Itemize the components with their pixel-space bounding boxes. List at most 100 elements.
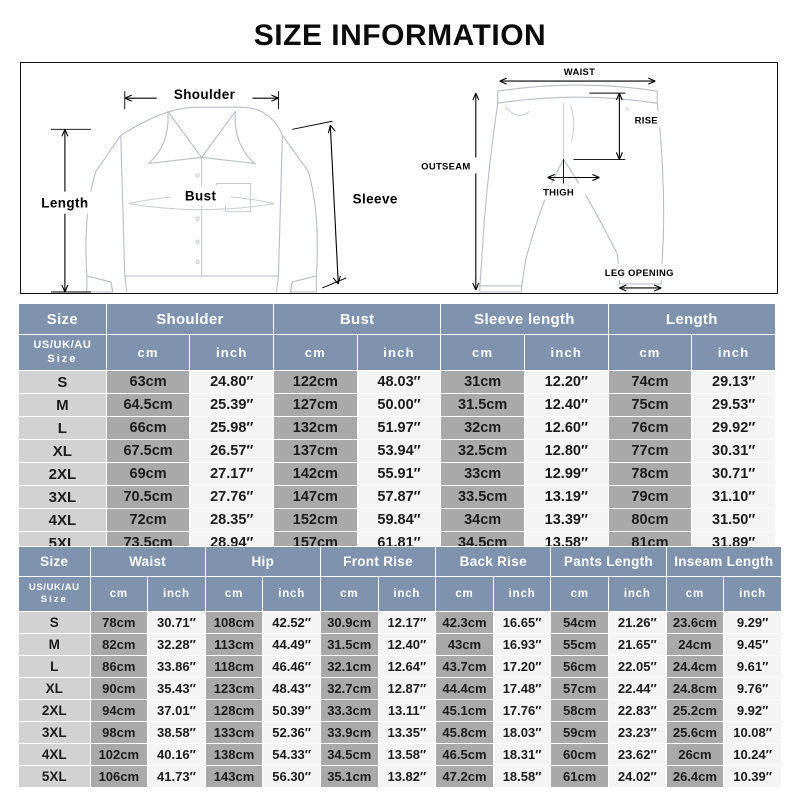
cell-cm: 67.5cm	[106, 440, 190, 462]
bottoms-unit-cm-back-rise: cm	[436, 577, 493, 611]
cell-inch: 41.73″	[148, 766, 205, 787]
cell-size-xl: XL	[19, 440, 106, 462]
cell-cm: 77cm	[608, 440, 692, 462]
bottoms-group-header-row: Size Waist Hip Front Rise Back Rise Pant…	[19, 547, 781, 576]
page-title: SIZE INFORMATION	[253, 19, 547, 52]
cell-cm: 143cm	[205, 766, 263, 787]
cell-cm: 75cm	[608, 394, 692, 416]
cell-cm: 63cm	[106, 371, 190, 393]
tops-group-bust: Bust	[274, 304, 441, 334]
tops-unit-cm-bust: cm	[274, 335, 357, 370]
cell-cm: 66cm	[106, 417, 190, 439]
shirt-label-shoulder: Shoulder	[174, 87, 236, 102]
cell-inch: 22.44″	[608, 678, 666, 699]
cell-inch: 44.49″	[263, 634, 320, 655]
cell-inch: 24.80″	[190, 371, 274, 393]
shirt-diagram: Shoulder Length Bust Sleeve	[21, 63, 414, 293]
cell-size-s: S	[19, 612, 90, 633]
bottoms-size-table: Size Waist Hip Front Rise Back Rise Pant…	[18, 546, 782, 788]
cell-cm: 90cm	[90, 678, 148, 699]
cell-cm: 43cm	[436, 634, 493, 655]
table-row: L 86cm 33.86″ 118cm 46.46″ 32.1cm 12.64″ 43.7cm…	[19, 656, 781, 677]
cell-cm: 24cm	[666, 634, 724, 655]
cell-cm: 30.9cm	[320, 612, 378, 633]
cell-cm: 79cm	[608, 486, 692, 508]
cell-inch: 12.87″	[378, 678, 436, 699]
bottoms-unit-inch-back-rise: inch	[493, 577, 551, 611]
cell-inch: 56.30″	[263, 766, 320, 787]
cell-cm: 34.5cm	[320, 744, 378, 765]
cell-cm: 59cm	[551, 722, 608, 743]
cell-cm: 113cm	[205, 634, 263, 655]
cell-inch: 40.16″	[148, 744, 205, 765]
shirt-label-sleeve: Sleeve	[353, 192, 398, 207]
cell-cm: 138cm	[205, 744, 263, 765]
cell-cm: 33cm	[441, 463, 524, 485]
tops-group-shoulder: Shoulder	[106, 304, 274, 334]
tops-unit-inch-sleeve: inch	[524, 335, 608, 370]
cell-inch: 30.31″	[692, 440, 775, 462]
cell-size-4xl: 4XL	[19, 744, 90, 765]
table-row: 4XL 102cm 40.16″ 138cm 54.33″ 34.5cm 13.58″ 46.…	[19, 744, 781, 765]
cell-inch: 22.83″	[608, 700, 666, 721]
cell-cm: 23.6cm	[666, 612, 724, 633]
cell-inch: 38.58″	[148, 722, 205, 743]
cell-inch: 53.94″	[357, 440, 441, 462]
bottoms-unit-cm-front-rise: cm	[320, 577, 378, 611]
cell-inch: 9.76″	[724, 678, 781, 699]
cell-inch: 42.52″	[263, 612, 320, 633]
cell-cm: 42.3cm	[436, 612, 493, 633]
cell-cm: 94cm	[90, 700, 148, 721]
cell-cm: 33.3cm	[320, 700, 378, 721]
bottoms-group-pants-length: Pants Length	[551, 547, 666, 576]
bottoms-unit-cm-waist: cm	[90, 577, 148, 611]
tops-group-length: Length	[608, 304, 775, 334]
size-corner-line1: US/UK/AU	[33, 338, 92, 351]
cell-inch: 13.82″	[378, 766, 436, 787]
cell-cm: 24.4cm	[666, 656, 724, 677]
shirt-label-bust: Bust	[185, 189, 217, 204]
table-row: XL 90cm 35.43″ 123cm 48.43″ 32.7cm 12.87″ 44.4c…	[19, 678, 781, 699]
bottoms-unit-inch-pants-length: inch	[608, 577, 666, 611]
tops-size-table: Size Shoulder Bust Sleeve length Length …	[18, 303, 776, 555]
cell-cm: 64.5cm	[106, 394, 190, 416]
cell-inch: 12.64″	[378, 656, 436, 677]
table-row: M 82cm 32.28″ 113cm 44.49″ 31.5cm 12.40″ 43cm 16…	[19, 634, 781, 655]
pants-label-rise: RISE	[635, 115, 658, 126]
cell-cm: 58cm	[551, 700, 608, 721]
cell-inch: 31.10″	[692, 486, 775, 508]
cell-size-m: M	[19, 394, 106, 416]
tops-group-sleeve-length: Sleeve length	[441, 304, 608, 334]
cell-inch: 9.29″	[724, 612, 781, 633]
cell-cm: 78cm	[608, 463, 692, 485]
cell-inch: 17.20″	[493, 656, 551, 677]
tops-size-header: Size	[19, 304, 106, 334]
cell-cm: 122cm	[274, 371, 357, 393]
cell-inch: 29.13″	[692, 371, 775, 393]
tops-unit-header-row: US/UK/AU Size cm inch cm inch cm inch cm…	[19, 335, 775, 370]
cell-cm: 127cm	[274, 394, 357, 416]
cell-inch: 54.33″	[263, 744, 320, 765]
cell-size-5xl: 5XL	[19, 766, 90, 787]
cell-inch: 9.61″	[724, 656, 781, 677]
cell-cm: 132cm	[274, 417, 357, 439]
cell-cm: 152cm	[274, 509, 357, 531]
table-row: M 64.5cm 25.39″ 127cm 50.00″ 31.5cm 12.40″ 75cm…	[19, 394, 775, 416]
cell-cm: 70.5cm	[106, 486, 190, 508]
cell-cm: 33.5cm	[441, 486, 524, 508]
cell-cm: 147cm	[274, 486, 357, 508]
cell-cm: 74cm	[608, 371, 692, 393]
cell-cm: 32.7cm	[320, 678, 378, 699]
cell-inch: 33.86″	[148, 656, 205, 677]
pants-diagram: WAIST RISE OUTSEAM	[414, 63, 777, 293]
cell-inch: 21.65″	[608, 634, 666, 655]
cell-inch: 23.62″	[608, 744, 666, 765]
cell-cm: 137cm	[274, 440, 357, 462]
cell-inch: 50.39″	[263, 700, 320, 721]
cell-inch: 37.01″	[148, 700, 205, 721]
cell-cm: 54cm	[551, 612, 608, 633]
cell-inch: 18.31″	[493, 744, 551, 765]
bottoms-unit-inch-hip: inch	[263, 577, 320, 611]
cell-inch: 27.76″	[190, 486, 274, 508]
cell-inch: 22.05″	[608, 656, 666, 677]
